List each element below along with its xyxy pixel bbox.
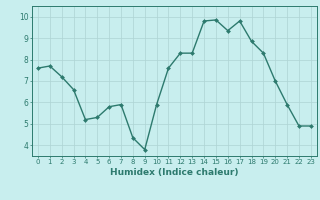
X-axis label: Humidex (Indice chaleur): Humidex (Indice chaleur) — [110, 168, 239, 177]
